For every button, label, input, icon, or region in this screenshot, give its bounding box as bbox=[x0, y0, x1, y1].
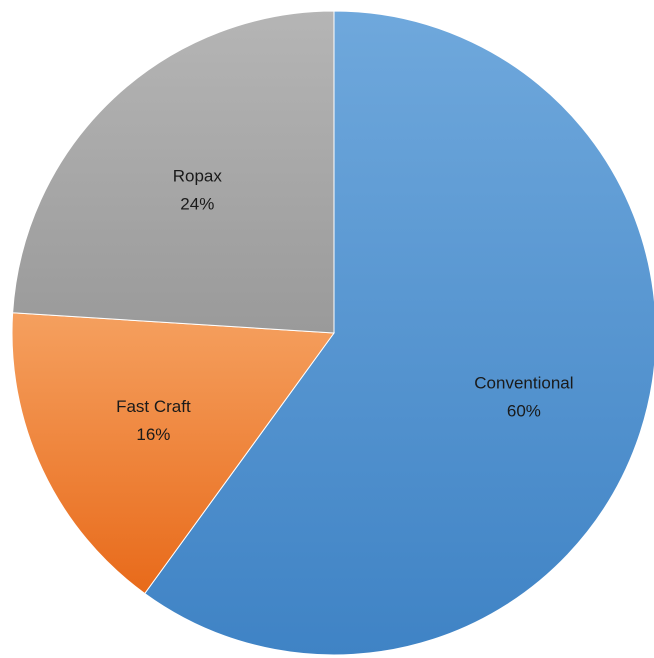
slice-label-name: Fast Craft bbox=[116, 397, 191, 416]
slice-label-name: Conventional bbox=[474, 374, 573, 393]
pie-slice-conventional bbox=[144, 10, 654, 656]
pie-labels: Conventional 60% Fast Craft 16% Ropax 24% bbox=[116, 167, 573, 445]
pie-slice-ropax bbox=[12, 10, 335, 334]
slice-label-percent: 24% bbox=[180, 195, 214, 214]
pie-slices bbox=[11, 10, 654, 656]
slice-label-name: Ropax bbox=[173, 167, 223, 186]
pie-slice-fast-craft bbox=[11, 312, 335, 595]
slice-label-percent: 16% bbox=[136, 425, 170, 444]
slice-label-percent: 60% bbox=[507, 402, 541, 421]
